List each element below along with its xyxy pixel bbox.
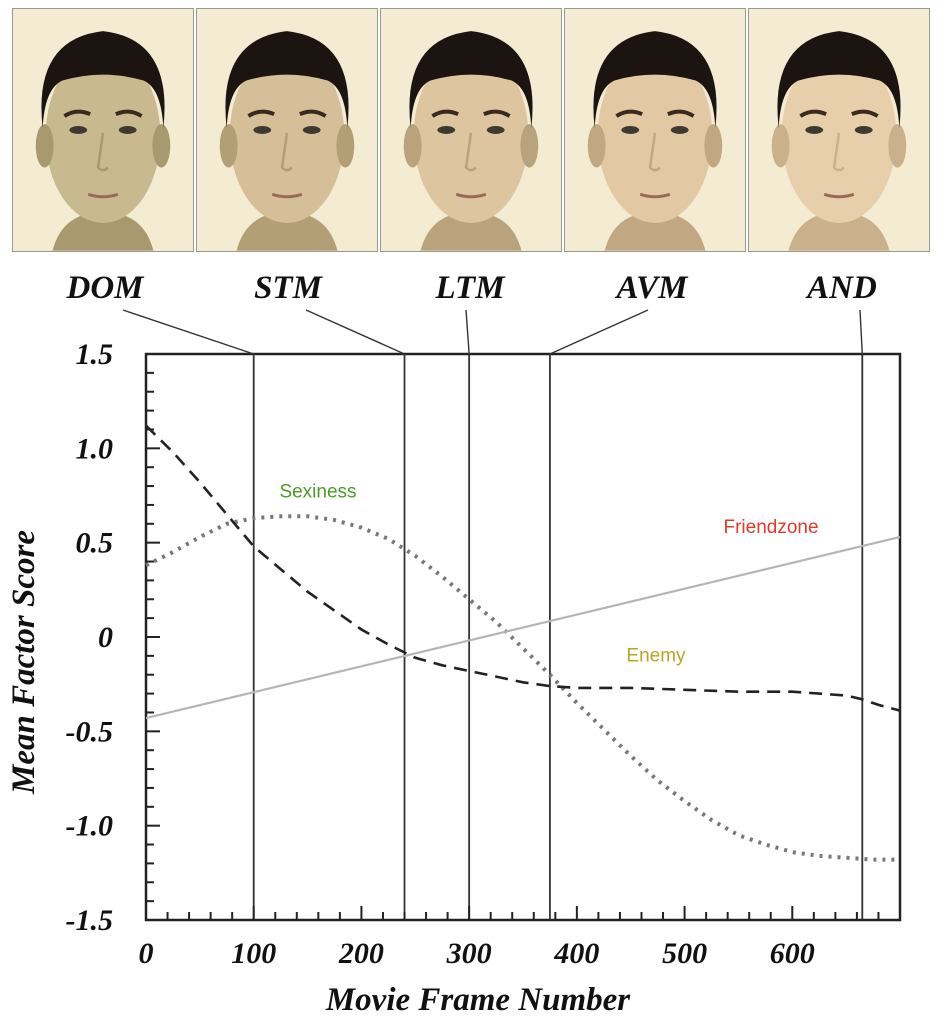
y-tick-label: 0.5 (76, 527, 114, 560)
y-tick-label: 1.5 (76, 338, 114, 371)
face-strip (12, 8, 932, 254)
x-tick-label: 0 (139, 937, 154, 970)
x-tick-label: 600 (770, 937, 815, 970)
series-enemy-line (145, 424, 901, 712)
leader-line-and (859, 309, 863, 355)
face-image-stm (196, 8, 378, 252)
series-labels: Sexiness Friendzone Enemy (279, 481, 818, 666)
x-tick-label: 100 (231, 937, 276, 970)
y-axis-title: Mean Factor Score (6, 530, 42, 795)
leader-line-ltm (465, 309, 470, 355)
face-image-ltm (380, 8, 562, 252)
plot-area (144, 352, 902, 922)
x-tick-label: 300 (446, 937, 492, 970)
condition-label-ltm: LTM (434, 270, 506, 306)
series-label-friendzone: Friendzone (723, 517, 818, 538)
y-tick-label: -0.5 (66, 715, 114, 748)
face-image-dom (12, 8, 194, 252)
axis-ticks: 0 100 200 300 400 500 600 1.5 1.0 0.5 0 -0.5 -1.0 -1.… (66, 338, 901, 970)
y-tick-label: -1.0 (66, 810, 114, 843)
series-label-enemy: Enemy (626, 646, 686, 667)
leader-line-avm (549, 309, 649, 355)
condition-label-and: AND (805, 270, 877, 306)
y-tick-label: -1.5 (66, 904, 114, 937)
y-tick-label: 1.0 (76, 432, 114, 465)
leader-line-stm (305, 309, 405, 355)
series-friendzone-line (145, 535, 901, 720)
x-tick-label: 500 (662, 937, 707, 970)
face-image-avm (564, 8, 746, 252)
condition-label-dom: DOM (65, 270, 145, 306)
condition-markers: DOM STM LTM AVM AND (65, 270, 877, 920)
leader-line-dom (122, 309, 254, 355)
face-image-and (748, 8, 930, 252)
x-tick-label: 400 (553, 937, 599, 970)
x-tick-label: 200 (338, 937, 384, 970)
x-axis-title: Movie Frame Number (325, 982, 631, 1018)
series-label-sexiness: Sexiness (279, 481, 356, 502)
condition-label-avm: AVM (615, 270, 690, 306)
series-sexiness-line (145, 514, 900, 862)
y-tick-label: 0 (98, 621, 113, 654)
line-chart: DOM STM LTM AVM AND 0 100 200 300 400 500 600 1.5 1.… (6, 270, 902, 1018)
series-lines (145, 424, 901, 862)
condition-label-stm: STM (254, 270, 324, 306)
